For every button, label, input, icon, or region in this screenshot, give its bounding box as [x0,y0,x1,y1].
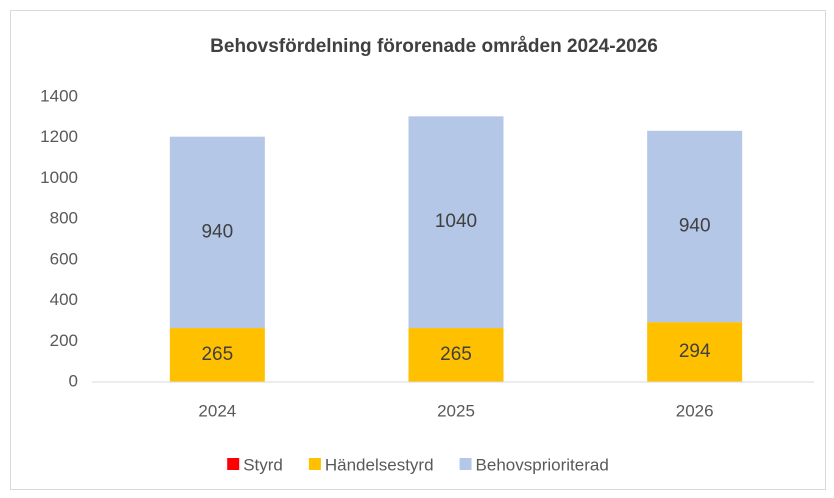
y-tick-label: 400 [50,290,78,309]
x-tick-label: 2025 [437,401,475,420]
bar-segment [408,328,504,382]
data-label: 940 [679,215,711,236]
data-label: 265 [201,344,233,365]
bar-segment [647,130,743,323]
legend-swatch [227,458,240,470]
y-tick-label: 0 [69,371,78,390]
y-tick-label: 600 [50,249,78,268]
bar-segment [647,322,743,382]
legend-swatch [459,458,472,470]
y-tick-label: 1400 [40,86,78,105]
legend-label: Händelsestyrd [325,455,434,474]
legend-swatch [308,458,321,470]
data-label: 294 [679,341,711,362]
y-tick-label: 1200 [40,127,78,146]
data-label: 1040 [435,211,477,232]
y-tick-label: 1000 [40,168,78,187]
legend-label: Styrd [243,455,283,474]
x-tick-label: 2026 [676,401,714,420]
x-tick-label: 2024 [198,401,236,420]
bar-segment [408,116,504,329]
data-label: 265 [440,344,472,365]
legend-label: Behovsprioriterad [476,455,609,474]
y-tick-label: 800 [50,209,78,228]
bar-segment [169,328,265,382]
data-label: 940 [201,221,233,242]
y-tick-label: 200 [50,331,78,350]
bar-segment [169,136,265,329]
chart-title: Behovsfördelning förorenade områden 2024… [210,36,658,57]
